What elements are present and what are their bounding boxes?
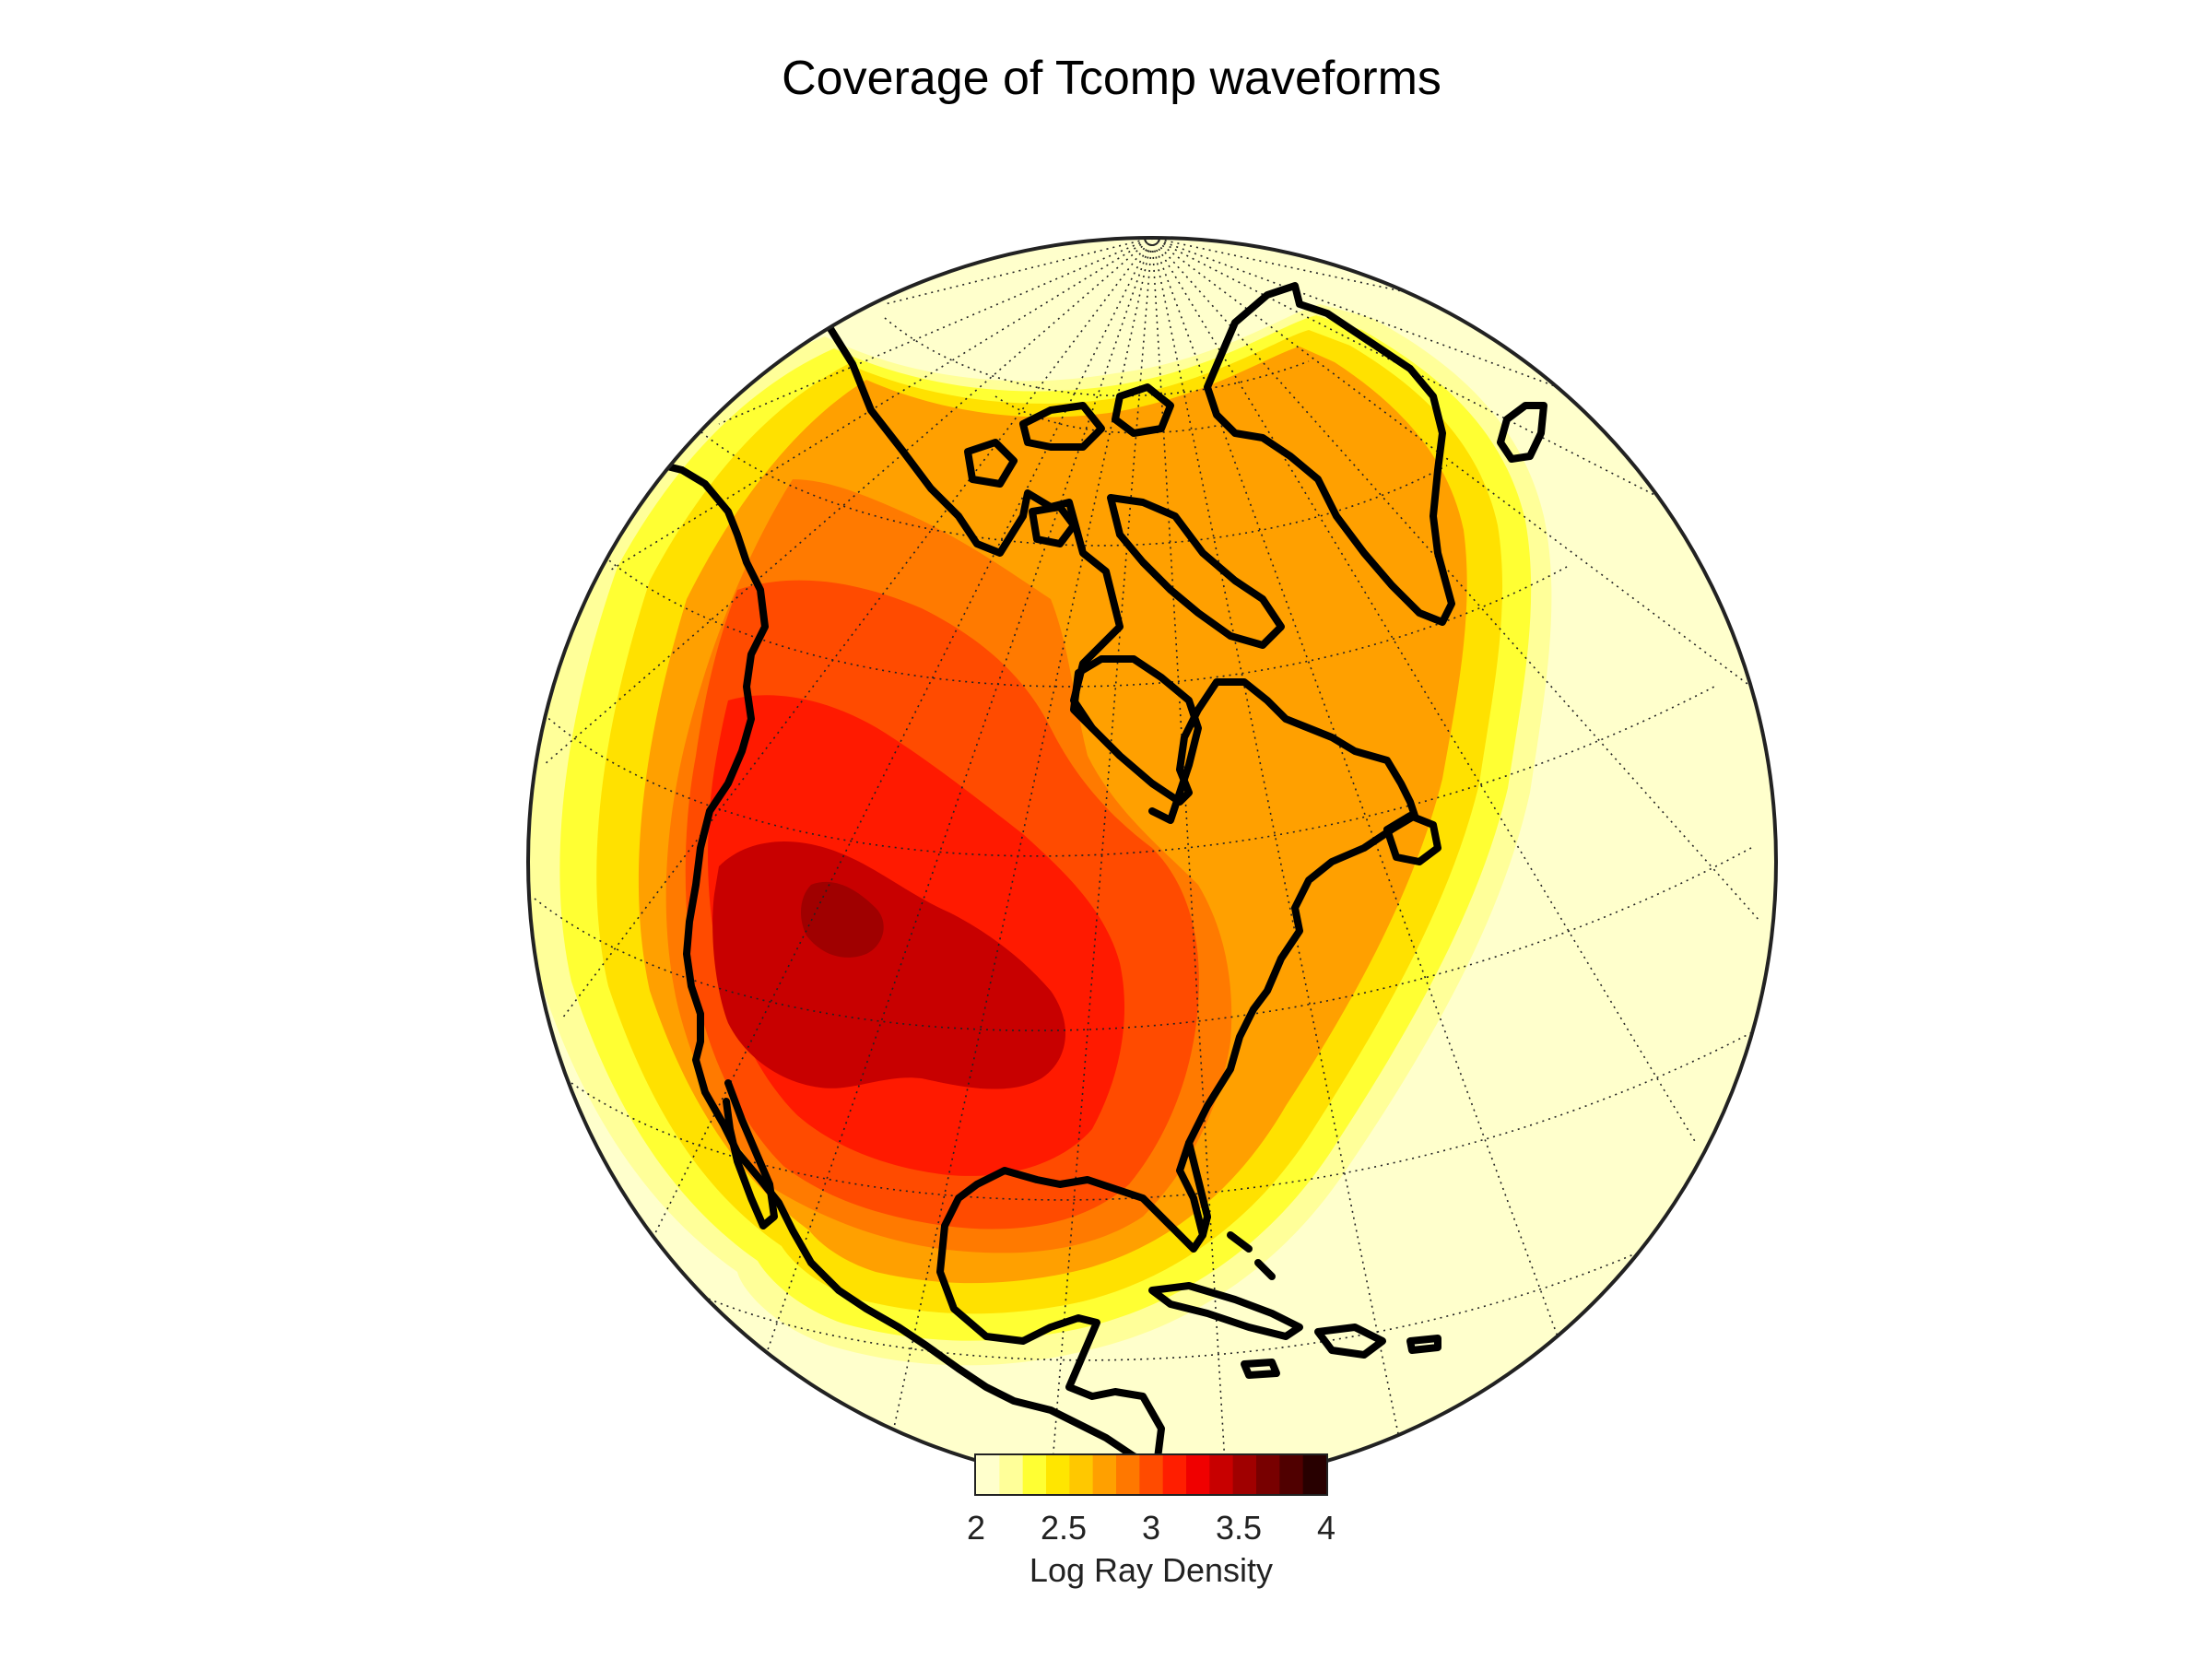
meridian-line — [1151, 238, 1420, 296]
colorbar-tick-label: 4 — [1317, 1509, 1335, 1547]
latitude-line — [589, 543, 1568, 688]
coastline-newfoundland — [1383, 812, 1441, 865]
colorbar-tick-label: 3 — [1142, 1509, 1160, 1547]
coastline-hudson-bay — [1070, 655, 1202, 824]
latitude-line — [644, 1206, 1734, 1361]
colorbar-cell — [999, 1455, 1024, 1494]
globe — [526, 236, 1778, 1488]
meridian-line — [561, 238, 1153, 1019]
ray-density-field — [528, 304, 1552, 1366]
colorbar-cell — [1232, 1455, 1257, 1494]
chart-title: Coverage of Tcomp waveforms — [782, 52, 1441, 105]
colorbar-cells — [976, 1455, 1327, 1494]
colorbar-cell — [1046, 1455, 1070, 1494]
coastline-north-america — [637, 324, 1418, 1469]
coastline-greenland — [1204, 282, 1455, 626]
latitude-line — [686, 418, 1448, 547]
coastline-arctic-island — [1029, 503, 1077, 547]
colorbar-cell — [1186, 1455, 1210, 1494]
meridian-line — [718, 238, 1153, 425]
coastline-arctic-island — [964, 439, 1018, 488]
density-band-core — [800, 881, 884, 958]
colorbar-cell — [1302, 1455, 1327, 1494]
meridian-line — [884, 238, 1153, 305]
colorbar-label: Log Ray Density — [1030, 1551, 1273, 1589]
colorbar-tick-label: 3.5 — [1216, 1509, 1262, 1547]
coastline-hispaniola — [1314, 1324, 1386, 1359]
graticule — [534, 238, 1771, 1486]
colorbar-cell — [1209, 1455, 1234, 1494]
colorbar-cell — [1116, 1455, 1140, 1494]
density-band-crimson — [712, 841, 1066, 1089]
colorbar-ticks: 2 2.5 3 3.5 4 — [967, 1509, 1335, 1547]
colorbar-frame — [974, 1453, 1328, 1496]
latitude-line — [571, 1022, 1771, 1201]
colorbar-cell — [1022, 1455, 1047, 1494]
coastline-baffin-island — [1107, 494, 1285, 649]
latitude-line — [884, 317, 1310, 397]
coastlines — [637, 282, 1547, 1469]
colorbar-cell — [1279, 1455, 1304, 1494]
coastline-arctic-island — [1019, 402, 1105, 451]
colorbar-cell — [1069, 1455, 1094, 1494]
colorbar-cell — [1092, 1455, 1117, 1494]
meridian-line — [1151, 238, 1559, 388]
meridian-line — [635, 238, 1153, 1273]
colorbar-cell — [1256, 1455, 1280, 1494]
meridian-line — [1151, 238, 1697, 1144]
meridian-line — [1151, 238, 1761, 923]
colorbar-tick-label: 2.5 — [1041, 1509, 1087, 1547]
colorbar: 2 2.5 3 3.5 4 Log Ray Density — [967, 1453, 1335, 1589]
coastline-iceland — [1497, 402, 1547, 463]
colorbar-cell — [1162, 1455, 1187, 1494]
coastline-puerto-rico — [1406, 1335, 1441, 1354]
coastline-jamaica — [1241, 1359, 1280, 1379]
meridian-line — [1151, 238, 1227, 1480]
colorbar-cell — [1139, 1455, 1164, 1494]
meridian-line — [1050, 238, 1153, 1486]
latitude-line — [534, 847, 1752, 1031]
coastline-gulf-florida — [1185, 1139, 1211, 1239]
coastline-cuba — [1148, 1282, 1303, 1340]
coastline-bahamas — [1227, 1231, 1276, 1280]
coastline-baja — [723, 1079, 778, 1230]
colorbar-tick-label: 2 — [967, 1509, 985, 1547]
colorbar-cell — [976, 1455, 1000, 1494]
coastline-arctic-island — [1112, 383, 1174, 437]
